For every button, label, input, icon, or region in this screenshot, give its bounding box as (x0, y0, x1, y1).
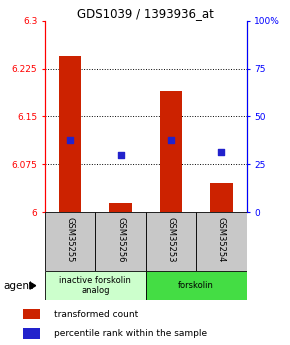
Bar (109, 203, 132, 212)
Polygon shape (30, 282, 36, 289)
Text: inactive forskolin
analog: inactive forskolin analog (59, 276, 131, 295)
Title: GDS1039 / 1393936_at: GDS1039 / 1393936_at (77, 7, 214, 20)
Text: GSM35255: GSM35255 (66, 217, 75, 262)
Point (219, 149, 224, 154)
Bar (23, 328, 40, 339)
Bar (23, 309, 40, 319)
Point (168, 137, 173, 143)
Text: GSM35253: GSM35253 (166, 217, 175, 262)
Text: transformed count: transformed count (54, 310, 138, 319)
Point (118, 152, 123, 158)
Bar (210, 184, 233, 212)
Text: GSM35256: GSM35256 (116, 217, 125, 262)
Point (68, 137, 72, 143)
Text: percentile rank within the sample: percentile rank within the sample (54, 329, 207, 338)
Text: forskolin: forskolin (178, 281, 214, 290)
Bar (59, 56, 81, 212)
Text: agent: agent (3, 281, 33, 290)
Bar (45, 212, 95, 271)
Bar (95, 212, 146, 271)
Bar (146, 271, 246, 300)
Bar (196, 212, 246, 271)
Bar (45, 271, 146, 300)
Bar (146, 212, 196, 271)
Bar (160, 91, 182, 212)
Text: GSM35254: GSM35254 (217, 217, 226, 262)
